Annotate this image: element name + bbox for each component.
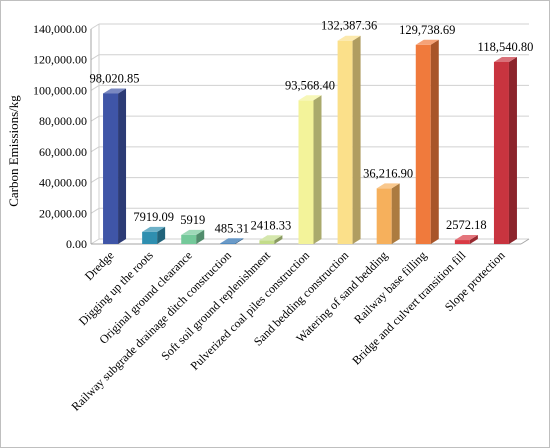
bar-side <box>508 56 517 244</box>
bar-side <box>313 95 322 245</box>
data-label: 485.31 <box>215 221 249 235</box>
y-tick-label: 80,000.00 <box>39 114 87 128</box>
gridline-depth <box>90 54 100 61</box>
data-label: 93,568.40 <box>285 78 335 92</box>
data-label: 36,216.90 <box>363 166 413 180</box>
data-label: 7919.09 <box>133 210 174 224</box>
bar-side <box>196 229 205 244</box>
bar-top <box>337 35 361 41</box>
bar-top <box>220 238 244 244</box>
bar-top <box>259 235 283 241</box>
data-label: 2572.18 <box>446 218 487 232</box>
bar <box>259 235 283 244</box>
bar <box>298 95 322 245</box>
y-tick-label: 60,000.00 <box>39 145 87 159</box>
bar-top <box>415 39 439 45</box>
bar <box>142 226 166 244</box>
data-label: 118,540.80 <box>478 40 534 54</box>
bar-side <box>274 235 283 244</box>
bar <box>415 39 439 245</box>
bar-front <box>142 231 158 244</box>
y-tick-label: 40,000.00 <box>39 176 87 190</box>
bar-front <box>415 44 431 245</box>
bar-front <box>454 240 470 244</box>
bar <box>493 56 517 244</box>
y-tick-label: 100,000.00 <box>33 83 87 97</box>
data-label: 98,020.85 <box>90 71 140 85</box>
gridline-depth <box>90 146 100 153</box>
gridline-depth <box>90 115 100 122</box>
bar-top <box>376 183 400 189</box>
bar <box>103 88 127 244</box>
bar-side <box>391 183 400 244</box>
gridline-depth <box>90 207 100 214</box>
gridline-depth <box>90 85 100 91</box>
bar-top <box>298 95 322 101</box>
bar-side <box>469 235 478 244</box>
bar-top <box>493 56 517 62</box>
bar-side <box>235 238 244 244</box>
bar-side <box>157 226 166 244</box>
data-label: 2418.33 <box>251 218 292 232</box>
bar-front <box>259 240 275 244</box>
x-tick-label: Dredge <box>82 248 117 283</box>
data-label: 129,738.69 <box>399 23 455 37</box>
bar-front <box>337 40 353 244</box>
y-tick-label: 140,000.00 <box>33 22 87 36</box>
y-tick-label: 0.00 <box>66 237 87 251</box>
bar <box>337 35 361 244</box>
bar <box>181 229 205 244</box>
bar <box>376 183 400 244</box>
y-tick-label: 20,000.00 <box>39 206 87 220</box>
bar-top <box>181 229 205 235</box>
gridline-depth <box>90 23 100 30</box>
bar-top <box>142 226 166 232</box>
x-tick-label: Railway base filling <box>351 248 429 326</box>
bar-layer <box>103 35 517 245</box>
bar-front <box>220 243 236 244</box>
bar-top <box>103 88 127 94</box>
bar-top <box>454 235 478 241</box>
bar-side <box>352 35 361 244</box>
bar <box>220 238 244 244</box>
bar-front <box>493 61 509 244</box>
axis-layer: 0.00 20,000.00 40,000.00 60,000.00 80,000.00… <box>33 22 530 251</box>
gridline-depth <box>90 238 100 245</box>
data-label: 5919 <box>180 213 205 227</box>
y-tick-label: 120,000.00 <box>33 53 87 67</box>
bar-front <box>376 188 392 244</box>
floor-edge <box>520 238 530 245</box>
data-label: 132,387.36 <box>321 19 377 33</box>
gridline-depth <box>90 177 100 183</box>
bar-side <box>430 39 439 245</box>
bar-front <box>181 234 197 244</box>
bar-side <box>118 88 127 244</box>
bar-front <box>103 93 119 244</box>
y-axis-title: Carbon Emissions/kg <box>6 95 21 207</box>
bar <box>454 235 478 244</box>
bar-front <box>298 100 314 245</box>
